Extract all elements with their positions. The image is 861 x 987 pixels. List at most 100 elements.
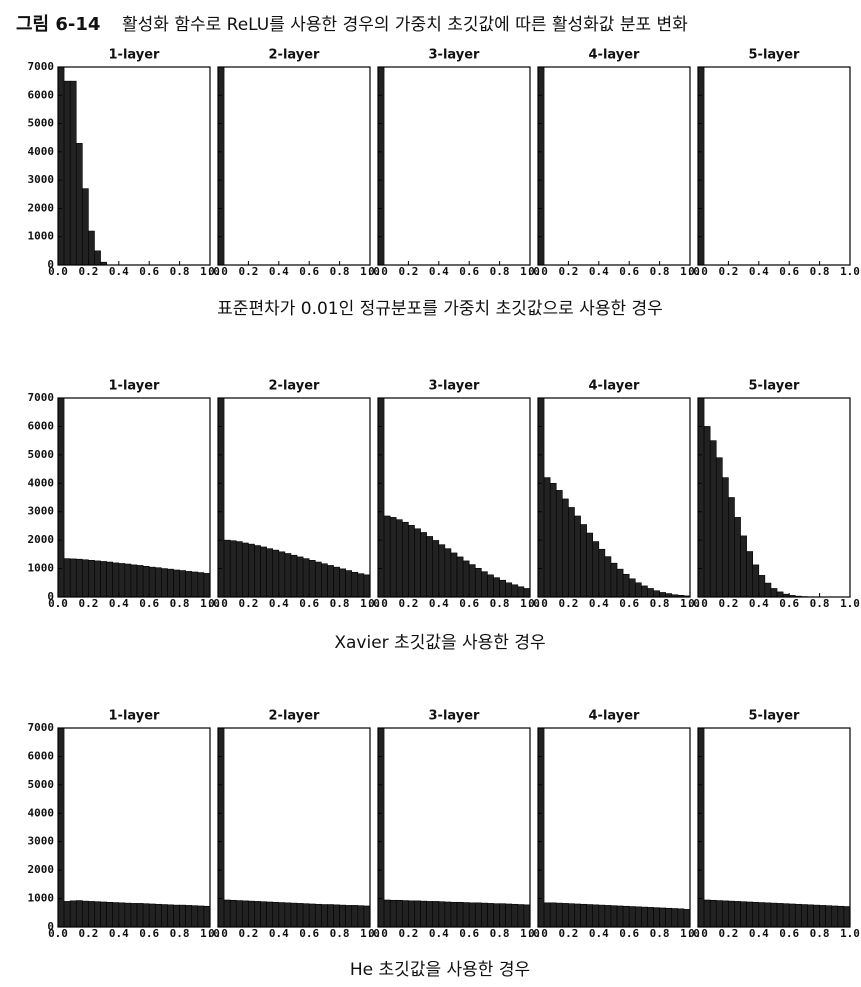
bar [414,900,421,927]
plot [58,67,107,265]
panel-title: 2-layer [269,379,321,394]
bar [94,560,101,597]
bar [272,901,280,927]
bar [511,584,519,597]
bar [592,541,600,597]
bar [499,579,506,597]
y-tick-label: 1000 [28,562,55,575]
bar [266,901,274,927]
bar [438,544,446,597]
bar [112,562,120,597]
bar [543,902,551,927]
bar [728,497,735,597]
x-tick-label: 0.8 [330,927,350,940]
bar [764,902,772,927]
bar [88,901,95,927]
x-tick-label: 0.0 [528,265,548,278]
bar [173,569,180,597]
x-tick-label: 0.2 [238,265,258,278]
bar [254,901,261,927]
bar [698,398,705,597]
bar [235,541,243,597]
bar [538,728,545,927]
bar [622,573,630,597]
bar [223,899,231,927]
panel-title: 2-layer [269,709,321,724]
bar [395,519,403,597]
bar [450,552,458,597]
x-tick-label: 0.8 [170,927,190,940]
bar [474,902,482,927]
bar [136,903,144,927]
bar [327,565,334,597]
bar [758,902,766,927]
bar [124,902,132,927]
x-tick-label: 0.4 [589,597,609,610]
bar [837,905,845,927]
bar [698,728,705,927]
bar [82,188,89,265]
bar [351,571,359,597]
x-tick-label: 0.8 [330,597,350,610]
bar [124,563,132,597]
bar [229,540,237,597]
bar [653,907,660,927]
bar [580,524,587,597]
bar [254,545,261,597]
bar [63,901,71,927]
bar [296,556,304,597]
plot [538,67,545,265]
y-tick-label: 2000 [28,863,55,876]
bar [408,900,415,927]
bar [58,67,65,265]
bar [278,551,286,597]
x-tick-label: 0.2 [238,597,258,610]
bar [203,905,210,927]
x-tick-label: 0.4 [429,597,449,610]
bar [229,899,237,927]
bar [634,582,642,597]
bar [641,906,648,927]
plot-frame [697,727,851,928]
x-tick-label: 0.0 [368,265,388,278]
x-tick-label: 0.4 [749,597,769,610]
bar [622,905,630,927]
x-tick-label: 0.6 [619,265,639,278]
bar [185,905,193,927]
y-tick-label: 6000 [28,749,55,762]
bar [179,570,186,597]
bar [130,564,138,597]
bar [314,903,322,927]
bar [389,899,397,927]
plot-frame [217,727,371,928]
bar [574,903,581,927]
bar [481,571,488,597]
x-tick-label: 0.8 [490,597,510,610]
x-tick-label: 0.8 [490,265,510,278]
bar [647,588,654,597]
panel-title: 3-layer [429,48,481,63]
x-tick-label: 0.0 [48,597,68,610]
bar [235,900,243,927]
bar [420,900,427,927]
plot [378,728,530,927]
x-tick-label: 0.0 [208,927,228,940]
x-tick-label: 0.2 [398,265,418,278]
bar [94,901,101,927]
bar [94,250,101,265]
bar [88,230,95,265]
x-tick-label: 0.6 [779,265,799,278]
x-tick-label: 0.4 [429,927,449,940]
x-tick-label: 0.6 [299,597,319,610]
bar [395,899,403,927]
x-tick-label: 0.6 [619,597,639,610]
figure-title: 활성화 함수로 ReLU를 사용한 경우의 가중치 초깃값에 따른 활성화값 분… [122,15,688,35]
x-tick-label: 0.0 [48,927,68,940]
panel-title: 5-layer [749,48,801,63]
bar [825,905,833,927]
panel-title: 4-layer [589,379,641,394]
x-tick-label: 1.0 [680,265,700,278]
bar [538,398,545,597]
panel-title: 4-layer [589,48,641,63]
x-tick-label: 0.4 [589,927,609,940]
